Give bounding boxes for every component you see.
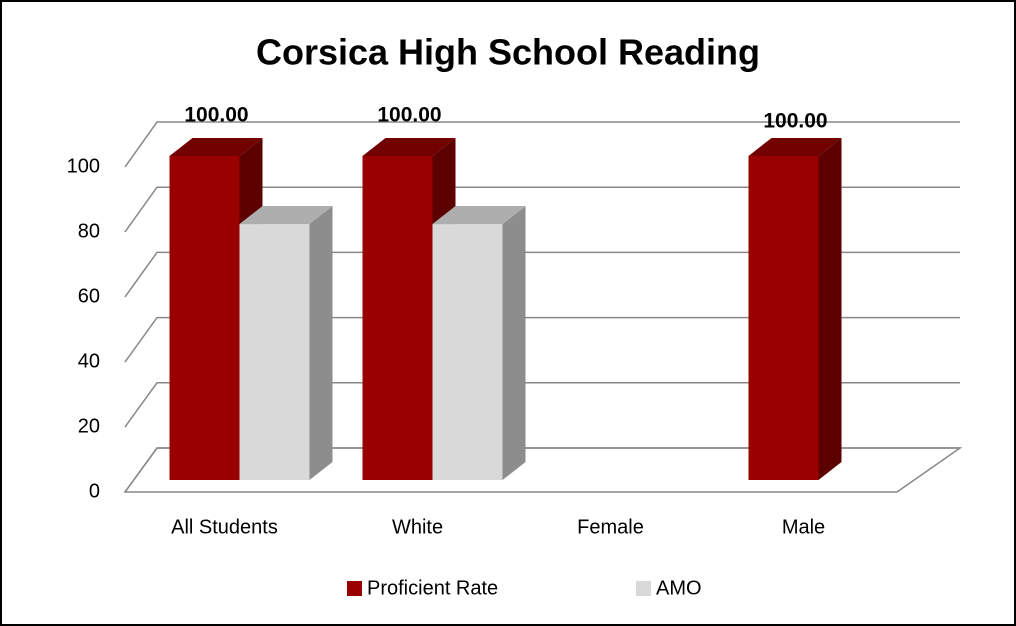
- grid-line: [124, 447, 960, 493]
- bar-top: [239, 206, 333, 225]
- legend-label: Proficient Rate: [367, 577, 498, 599]
- y-tick-label: 0: [89, 480, 100, 502]
- grid-line: [124, 186, 960, 233]
- bar-top: [362, 138, 456, 156]
- bar-front: [239, 224, 310, 480]
- legend-label: AMO: [656, 577, 702, 599]
- y-tick-label: 20: [78, 415, 100, 437]
- bar: [748, 138, 842, 480]
- grid-line: [124, 316, 960, 363]
- legend-swatch: [636, 581, 651, 596]
- value-label: 100.00: [184, 104, 248, 127]
- x-tick-label: All Students: [171, 516, 278, 538]
- grid-line: [124, 251, 960, 298]
- legend-swatch: [347, 581, 362, 596]
- bar-top: [748, 138, 842, 156]
- bar-front: [432, 224, 503, 480]
- x-tick-label: Male: [782, 516, 825, 538]
- bar-side: [818, 138, 842, 480]
- grid-line: [124, 121, 960, 168]
- value-label: 100.00: [763, 110, 827, 133]
- x-tick-label: Female: [577, 516, 644, 538]
- chart-title: Corsica High School Reading: [256, 32, 760, 73]
- bar-front: [362, 156, 433, 480]
- bar: [432, 206, 526, 481]
- bar: [239, 206, 333, 481]
- y-tick-label: 80: [78, 220, 100, 242]
- bar-front: [169, 156, 240, 480]
- bar-front: [748, 156, 819, 480]
- bar-side: [502, 206, 526, 481]
- y-tick-label: 40: [78, 350, 100, 372]
- value-label: 100.00: [377, 104, 441, 127]
- x-tick-label: White: [392, 516, 443, 538]
- bar-top: [169, 138, 263, 156]
- grid-line: [124, 382, 960, 428]
- bar-top: [432, 206, 526, 225]
- bar-side: [309, 206, 333, 481]
- y-tick-label: 60: [78, 285, 100, 307]
- y-tick-label: 100: [67, 155, 100, 177]
